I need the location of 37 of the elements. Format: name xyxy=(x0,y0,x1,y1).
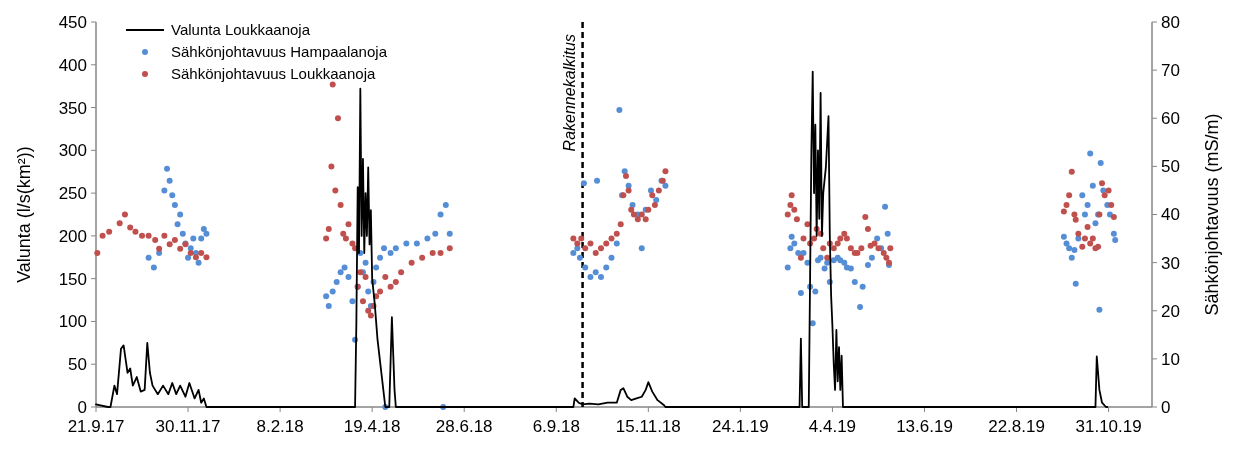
y-tick-label: 150 xyxy=(58,269,87,289)
x-tick-label: 21.9.17 xyxy=(67,417,125,436)
y2-tick-label: 0 xyxy=(1161,397,1171,417)
y-tick-label: 350 xyxy=(58,98,87,118)
y2-tick-label: 50 xyxy=(1161,157,1180,177)
y-tick-label: 100 xyxy=(58,312,87,332)
y-tick-label: 300 xyxy=(58,141,87,161)
x-tick-label: 31.10.19 xyxy=(1075,417,1142,436)
legend-label: Sähkönjohtavuus Loukkaanoja xyxy=(171,65,376,83)
x-tick-label: 19.4.18 xyxy=(343,417,401,436)
x-tick-label: 22.8.19 xyxy=(988,417,1045,436)
x-tick-label: 28.6.18 xyxy=(435,417,493,436)
y-tick-label: 0 xyxy=(77,397,87,417)
y2-tick-label: 80 xyxy=(1161,12,1180,32)
y-tick-label: 250 xyxy=(58,184,87,204)
y2-axis-title: Sähkönjohtavuus (mS/m) xyxy=(1202,113,1222,316)
y2-tick-label: 10 xyxy=(1161,349,1180,369)
x-tick-label: 4.4.19 xyxy=(808,417,857,436)
y-tick-label: 200 xyxy=(58,226,87,246)
y2-tick-label: 30 xyxy=(1161,253,1180,273)
x-tick-label: 24.1.19 xyxy=(712,417,769,436)
x-tick-label: 6.9.18 xyxy=(532,417,580,436)
x-tick-label: 30.11.17 xyxy=(155,417,221,436)
x-tick-label: 13.6.19 xyxy=(896,417,953,436)
y-tick-label: 50 xyxy=(68,355,87,375)
y2-tick-label: 60 xyxy=(1161,109,1180,129)
y2-tick-label: 70 xyxy=(1161,61,1180,81)
y2-tick-label: 20 xyxy=(1161,301,1180,321)
ref-line-label: Rakennekalkitus xyxy=(560,34,578,152)
legend-label: Valunta Loukkaanoja xyxy=(171,21,311,39)
y-tick-label: 400 xyxy=(58,55,87,75)
legend-label: Sähkönjohtavuus Hampaalanoja xyxy=(171,43,388,61)
y2-tick-label: 40 xyxy=(1161,205,1180,225)
y-axis-title: Valunta (l/s(km²)) xyxy=(14,146,34,283)
x-tick-label: 15.11.18 xyxy=(615,417,681,436)
x-tick-label: 8.2.18 xyxy=(256,417,304,436)
y-tick-label: 450 xyxy=(58,12,87,32)
